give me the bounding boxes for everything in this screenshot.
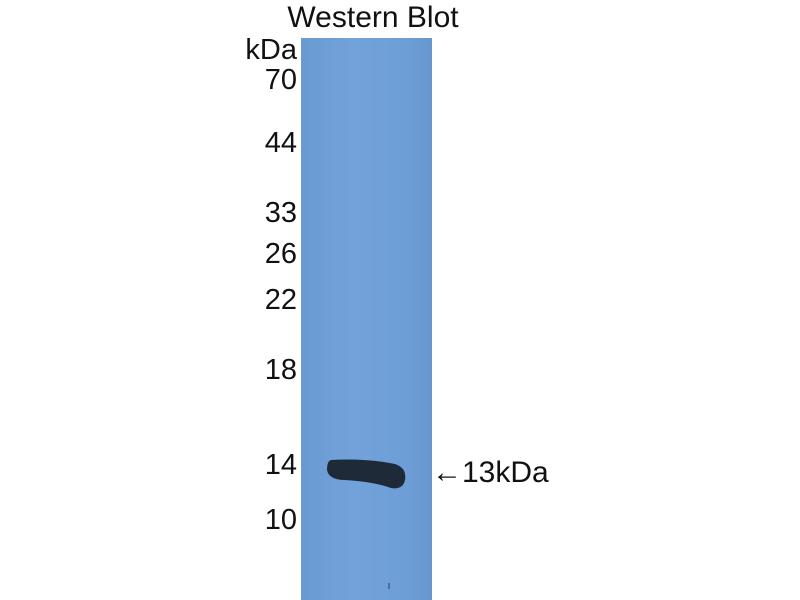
marker-33: 33 [264, 197, 297, 229]
protein-band [327, 459, 406, 489]
marker-22: 22 [264, 284, 297, 316]
marker-26: 26 [264, 238, 297, 270]
marker-70: 70 [264, 64, 297, 96]
marker-14: 14 [264, 449, 297, 481]
band-size-annotation: ←13kDa [432, 456, 549, 489]
marker-18: 18 [264, 354, 297, 386]
marker-44: 44 [264, 127, 297, 159]
membrane-speck [388, 583, 390, 589]
unit-label: kDa [245, 34, 297, 66]
blot-lane [301, 38, 432, 600]
figure-title: Western Blot [287, 1, 459, 34]
marker-10: 10 [264, 504, 297, 536]
